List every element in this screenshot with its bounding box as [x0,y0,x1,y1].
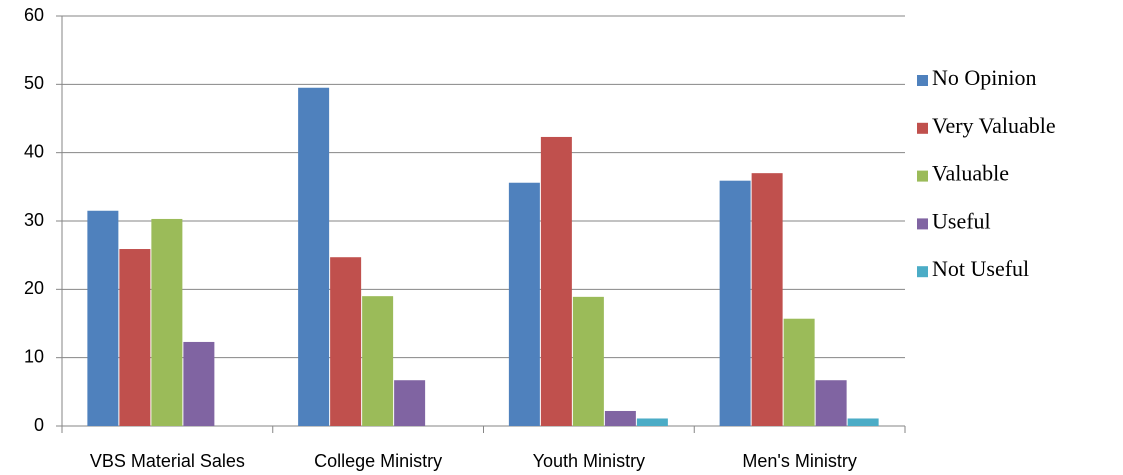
legend-label: Useful [932,208,991,233]
y-tick-label: 10 [24,346,44,366]
bar [394,380,426,426]
legend-swatch [917,122,928,134]
bar [815,380,847,426]
bar [151,218,183,426]
bar [572,296,604,426]
legend-swatch [917,75,928,86]
x-tick-label: VBS Material Sales [90,451,245,471]
bar [751,173,783,426]
y-tick-label: 20 [24,278,44,298]
bar [87,210,119,426]
bar [636,418,668,426]
y-tick-label: 60 [24,5,44,25]
bar [183,341,215,426]
legend-swatch [917,218,928,230]
legend-swatch [917,266,928,278]
x-tick-label: Youth Ministry [533,451,645,471]
y-tick-label: 30 [24,210,44,230]
legend-label: Not Useful [932,256,1029,281]
legend-label: Valuable [932,161,1009,186]
bar [119,249,151,426]
x-tick-label: College Ministry [314,451,442,471]
y-tick-label: 50 [24,73,44,93]
bar [783,318,815,426]
legend-label: Very Valuable [932,113,1056,138]
bar [540,136,572,426]
bar [298,87,330,426]
bar [508,182,540,426]
y-tick-label: 0 [34,415,44,435]
bar [719,180,751,426]
bar [330,257,362,426]
bar [847,418,879,426]
bar [362,296,394,426]
legend-label: No Opinion [932,65,1037,90]
x-tick-label: Men's Ministry [742,451,856,471]
y-tick-label: 40 [24,141,44,161]
legend-swatch [917,170,928,182]
bar [604,410,636,426]
